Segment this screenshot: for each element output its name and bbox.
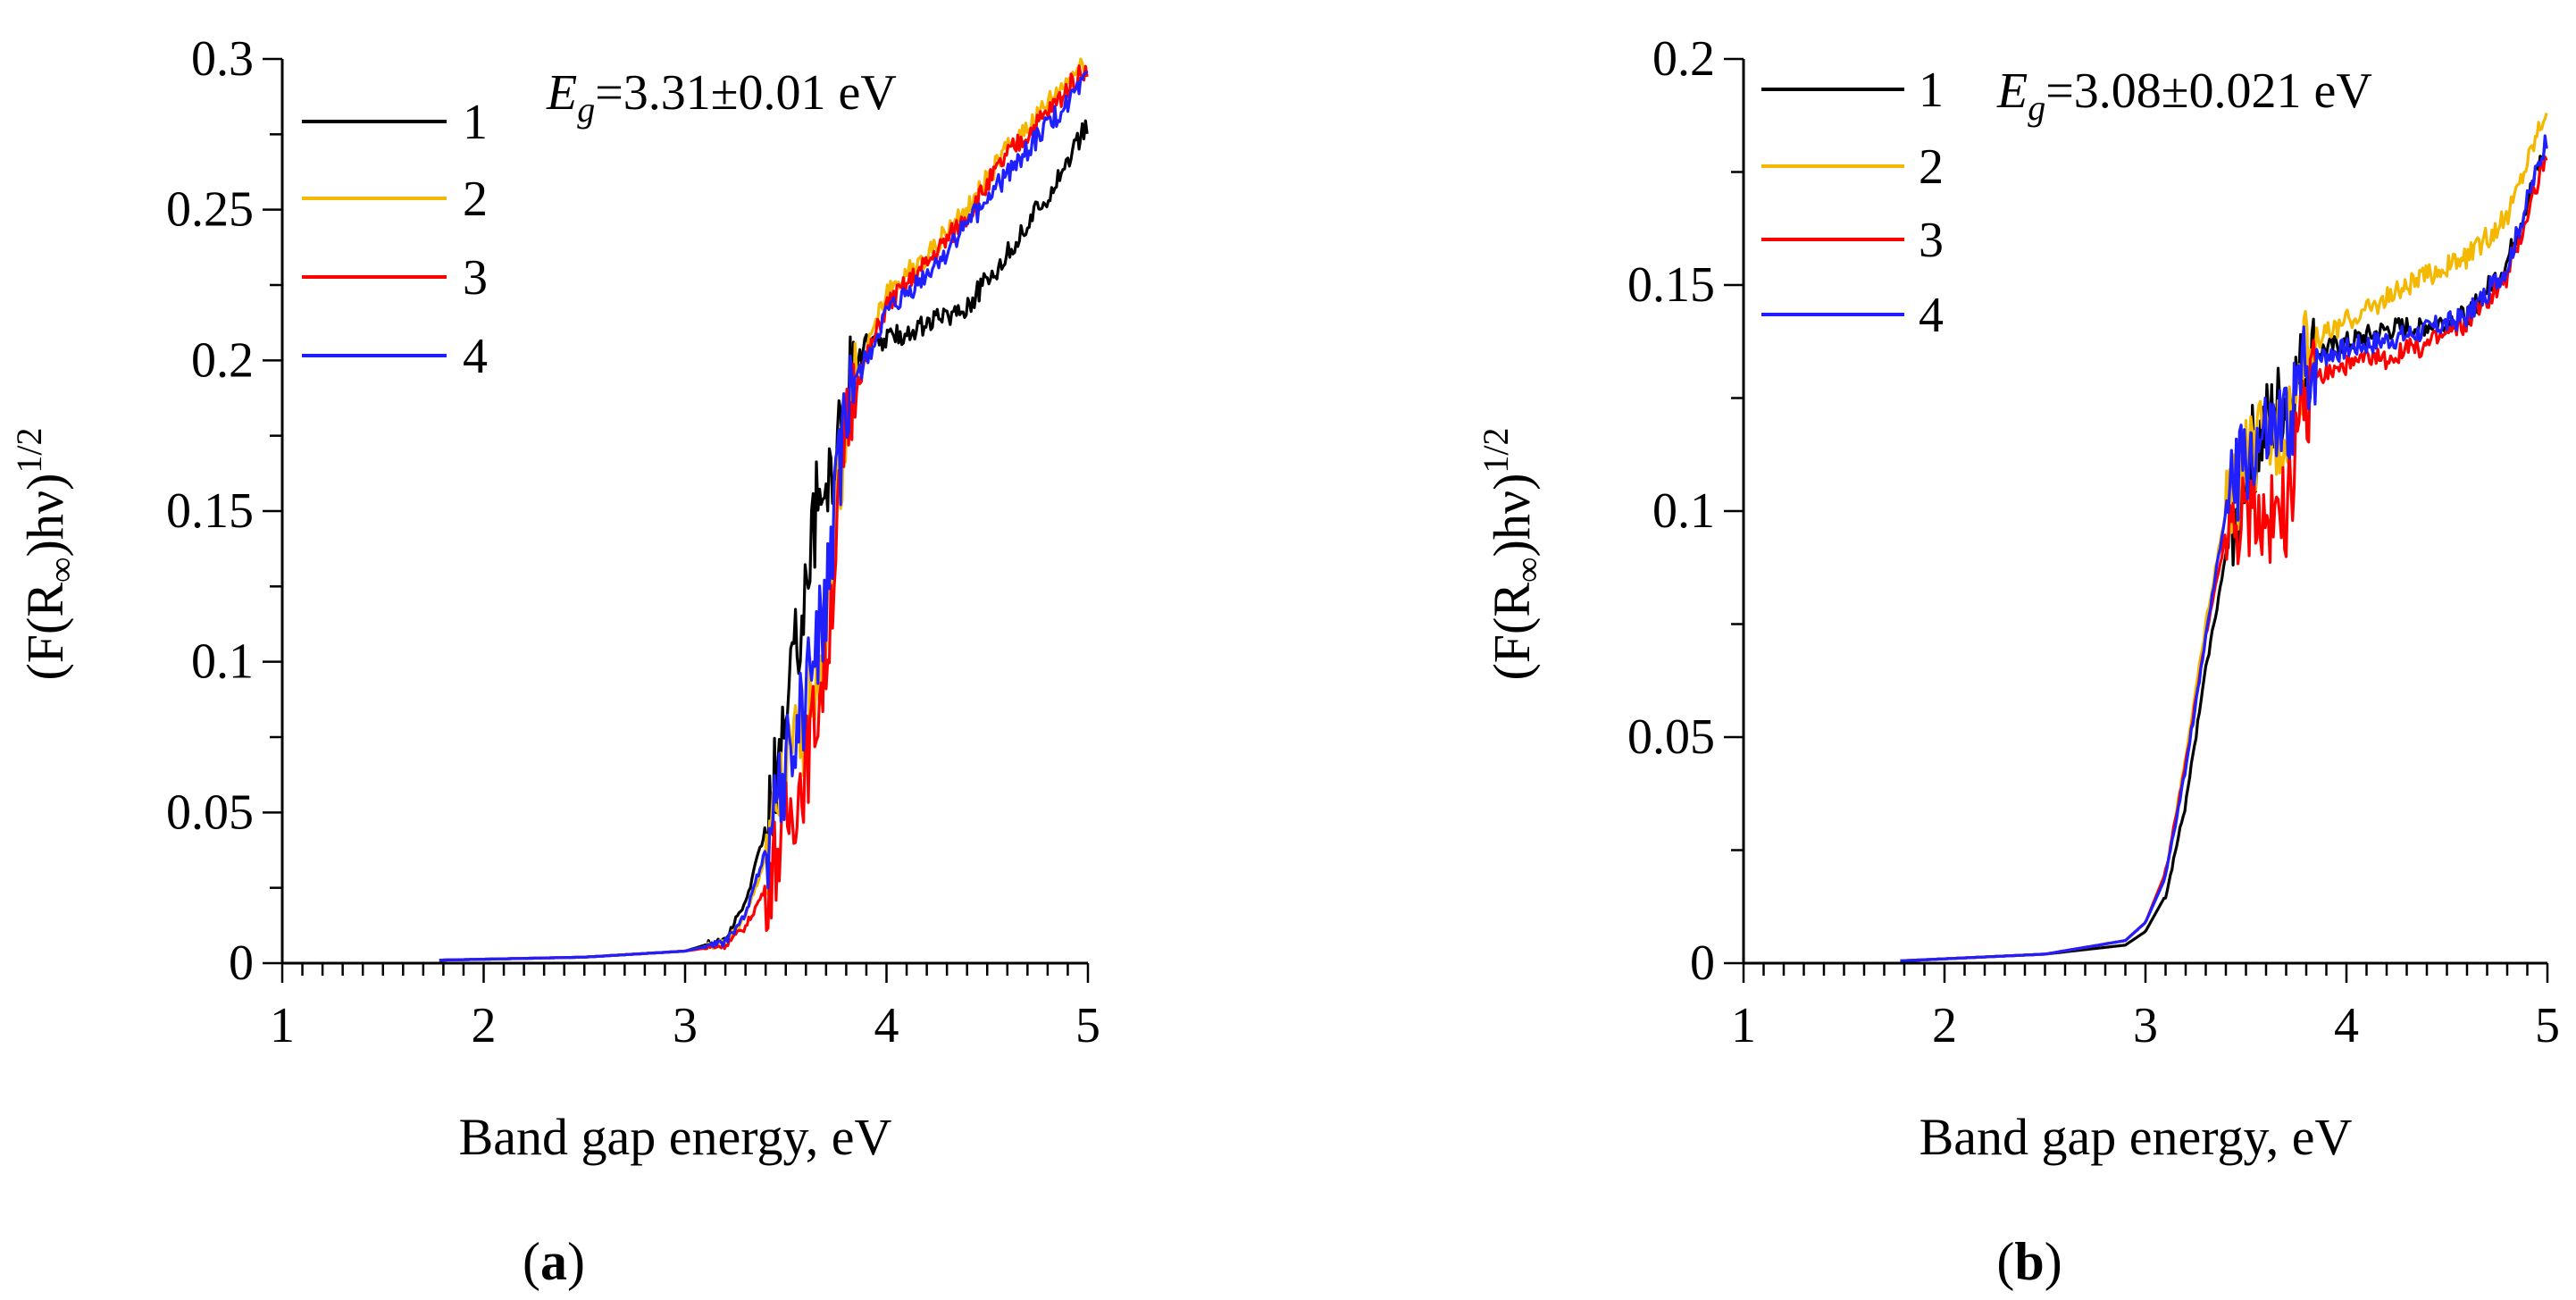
y-axis-title-part: (F(R [1483,583,1541,681]
y-tick-label: 0.2 [1652,31,1715,87]
series-line-1 [439,119,1089,962]
panel-a-series-group [439,57,1089,962]
panel-b-ticks [1724,57,2549,983]
panel-b-label: (b) [1996,1232,2062,1291]
legend-label-1: 1 [463,95,488,150]
eg-subscript: g [577,89,595,130]
x-tick-label: 3 [2133,998,2158,1053]
y-axis-title-part: (F(R [16,583,74,681]
panel-b-chart: 1 2 3 4 5 0 0.05 0.1 0.15 0.2 Band gap e… [1476,31,2560,1291]
y-axis-title-sup: 1/2 [9,427,49,473]
x-tick-label: 3 [673,998,698,1053]
x-tick-label: 1 [270,998,295,1053]
y-tick-label: 0 [229,935,254,991]
legend-label-3: 3 [463,250,488,306]
legend-label-2: 2 [1919,139,1944,195]
x-tick-label: 2 [1932,998,1957,1053]
panel-a-chart: 1 2 3 4 5 0 0.05 0.1 0.15 0.2 0.25 0.3 B… [9,31,1100,1291]
x-tick-label: 4 [2334,998,2359,1053]
y-axis-title-sub: ∞ [41,557,81,583]
panel-a-legend: 1 2 3 4 [302,95,488,384]
x-tick-label: 4 [874,998,899,1053]
series-line-3 [1900,155,2548,963]
y-tick-label: 0.1 [1652,483,1715,539]
eg-symbol: E [546,65,577,121]
legend-label-1: 1 [1919,63,1944,118]
legend-label-4: 4 [463,329,488,384]
eg-subscript: g [2028,88,2045,128]
y-axis-title: (F(R∞)hν)1/2 [9,427,81,680]
x-tick-label: 5 [1075,998,1100,1053]
legend-label-4: 4 [1919,288,1944,343]
series-line-4 [439,70,1089,962]
y-tick-label: 0.05 [1627,709,1715,765]
panel-label-letter: b [2014,1232,2044,1291]
panel-label-paren: ( [523,1232,540,1291]
y-axis-title-sup: 1/2 [1476,427,1516,473]
y-axis-title-part: )hν) [1483,474,1541,558]
panel-a-ticks [263,57,1090,983]
panel-b-eg-annotation: Eg=3.08±0.021 eV [1996,63,2372,128]
panel-label-paren: ) [567,1232,585,1291]
y-tick-label: 0.05 [166,784,254,840]
y-axis-title-sub: ∞ [1508,557,1548,583]
y-tick-label: 0.15 [166,483,254,539]
x-tick-label: 1 [1731,998,1756,1053]
y-axis-title-part: )hν) [16,474,74,558]
x-tick-label: 5 [2535,998,2560,1053]
y-tick-label: 0.1 [191,634,254,690]
panel-b-legend: 1 2 3 4 [1761,63,1944,343]
panel-a-label: (a) [523,1232,585,1291]
series-line-4 [1900,134,2548,963]
legend-label-2: 2 [463,172,488,227]
panel-a-eg-annotation: Eg=3.31±0.01 eV [546,65,897,130]
eg-symbol: E [1996,63,2028,119]
x-tick-label: 2 [472,998,497,1053]
y-tick-label: 0.15 [1627,257,1715,313]
x-axis-title: Band gap energy, eV [459,1108,892,1166]
x-axis-title: Band gap energy, eV [1919,1108,2353,1166]
panel-b-series-group [1900,113,2548,963]
eg-value: =3.08±0.021 eV [2045,63,2372,119]
y-tick-label: 0 [1690,935,1715,991]
eg-value: =3.31±0.01 eV [595,65,897,121]
panel-label-paren: ) [2045,1232,2062,1291]
legend-label-3: 3 [1919,213,1944,268]
y-tick-label: 0.25 [166,182,254,238]
y-tick-label: 0.2 [191,332,254,388]
panel-label-letter: a [540,1232,567,1291]
y-tick-label: 0.3 [191,31,254,87]
y-axis-title: (F(R∞)hν)1/2 [1476,427,1548,680]
panel-label-paren: ( [1996,1232,2014,1291]
